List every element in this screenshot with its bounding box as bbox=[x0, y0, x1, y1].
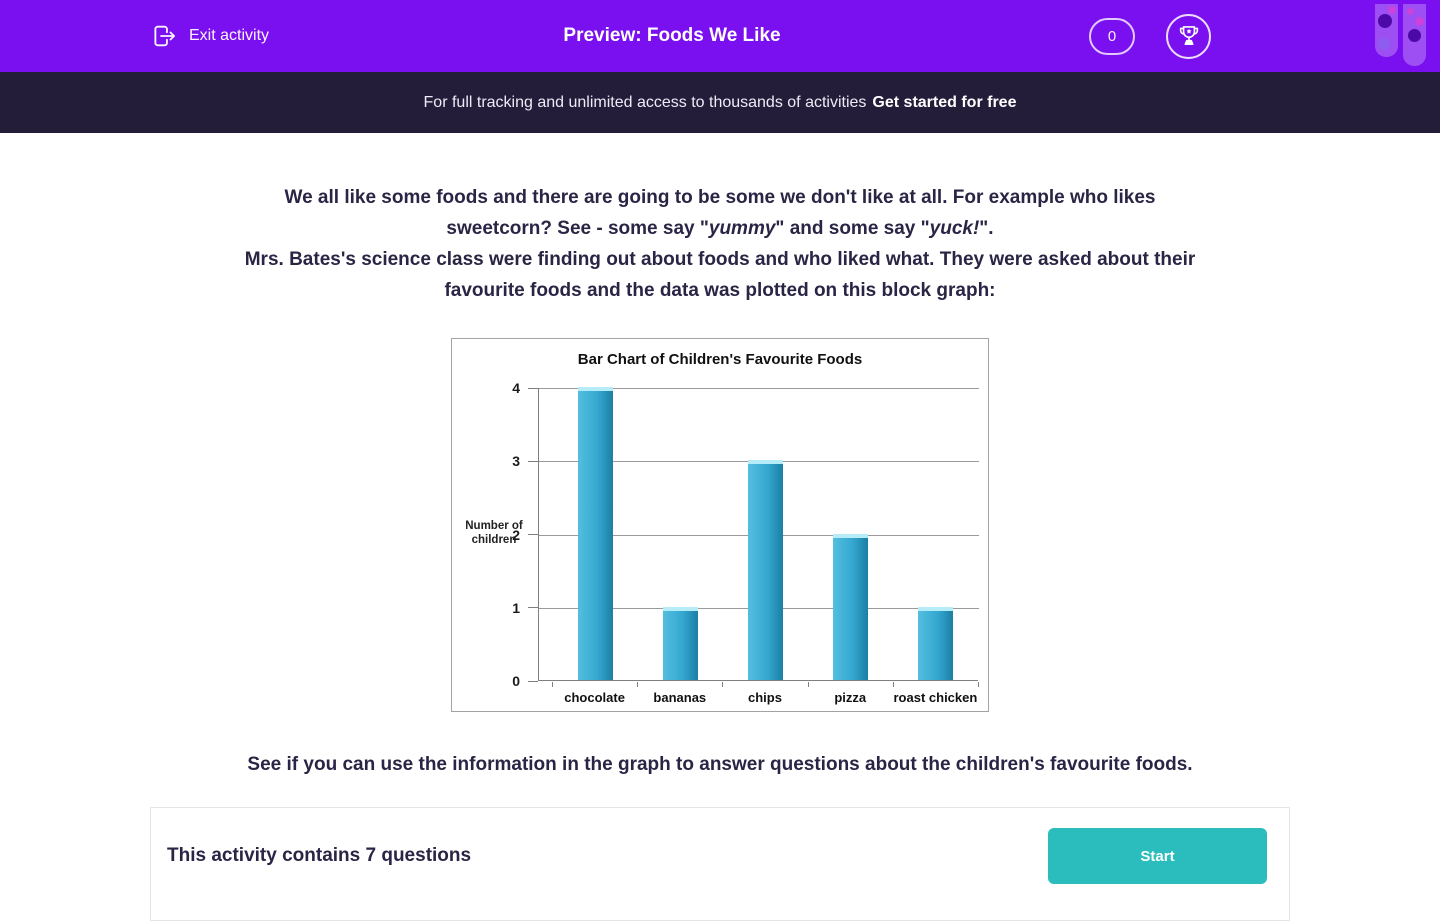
intro-line: favourite foods and the data was plotted… bbox=[444, 280, 996, 301]
bar-top-highlight bbox=[663, 606, 698, 611]
exit-activity-label: Exit activity bbox=[189, 27, 270, 44]
x-tick-mark bbox=[807, 682, 809, 687]
y-tick-mark bbox=[528, 387, 538, 389]
exit-activity-button[interactable]: Exit activity bbox=[150, 22, 269, 50]
chart-bars bbox=[539, 387, 978, 680]
y-tick-mark bbox=[528, 607, 538, 609]
x-tick-label: roast chicken bbox=[893, 690, 978, 705]
bar-chips bbox=[748, 460, 783, 680]
header-right-group: 0 bbox=[1089, 13, 1211, 59]
score-badge: 0 bbox=[1089, 17, 1135, 55]
x-tick-mark bbox=[637, 682, 639, 687]
y-tick-mark bbox=[528, 680, 538, 682]
start-button[interactable]: Start bbox=[1048, 828, 1267, 884]
bar-chart: Bar Chart of Children's Favourite Foods … bbox=[451, 338, 989, 712]
bar-bananas bbox=[663, 606, 698, 680]
bar-top-highlight bbox=[833, 533, 868, 538]
chart-y-axis-label: Number of children bbox=[465, 520, 523, 546]
bar-top-highlight bbox=[578, 387, 613, 391]
promo-banner-text: For full tracking and unlimited access t… bbox=[423, 93, 867, 111]
x-tick-label: chips bbox=[748, 690, 782, 705]
y-tick-mark bbox=[528, 460, 538, 462]
x-tick-label: bananas bbox=[653, 690, 707, 705]
x-tick-mark bbox=[722, 682, 724, 687]
y-tick-label: 1 bbox=[512, 599, 520, 616]
x-tick-mark bbox=[552, 682, 553, 687]
app-header: Exit activity Preview: Foods We Like 0 bbox=[0, 0, 1440, 72]
bar-slot bbox=[638, 388, 723, 680]
test-tube bbox=[1375, 4, 1398, 57]
y-tick-label: 3 bbox=[512, 453, 520, 470]
intro-line: sweetcorn? See - some say "yummy" and so… bbox=[446, 218, 994, 239]
x-tick-mark bbox=[892, 682, 894, 687]
bar-top-highlight bbox=[918, 606, 953, 611]
page-title: Preview: Foods We Like bbox=[563, 25, 781, 46]
get-started-link[interactable]: Get started for free bbox=[872, 93, 1017, 111]
activity-start-card: This activity contains 7 questions Start bbox=[150, 807, 1290, 921]
exit-icon bbox=[150, 22, 178, 50]
y-tick-label: 2 bbox=[512, 526, 520, 543]
intro-line: Mrs. Bates's science class were finding … bbox=[244, 249, 1196, 270]
x-tick-label: pizza bbox=[834, 690, 867, 705]
intro-text: We all like some foods and there are goi… bbox=[0, 182, 1440, 306]
bar-pizza bbox=[833, 533, 868, 680]
question-count-text: This activity contains 7 questions bbox=[167, 845, 472, 866]
test-tube bbox=[1403, 4, 1426, 66]
achievements-button[interactable] bbox=[1166, 13, 1211, 59]
y-tick-mark bbox=[528, 534, 538, 535]
y-tick-label: 4 bbox=[512, 380, 520, 396]
bar-roast-chicken bbox=[918, 606, 953, 680]
test-tubes-icon bbox=[1375, 4, 1426, 66]
bar-chocolate bbox=[578, 387, 613, 680]
bar-slot bbox=[808, 388, 893, 680]
bar-slot bbox=[723, 388, 808, 680]
promo-banner: For full tracking and unlimited access t… bbox=[0, 72, 1440, 133]
bar-slot bbox=[553, 387, 638, 680]
gridline bbox=[539, 388, 979, 389]
intro-line: We all like some foods and there are goi… bbox=[284, 187, 1156, 208]
bar-slot bbox=[893, 388, 978, 680]
chart-plot bbox=[538, 387, 979, 681]
x-tick-label: chocolate bbox=[564, 690, 625, 705]
chart-title: Bar Chart of Children's Favourite Foods bbox=[577, 351, 863, 368]
bar-top-highlight bbox=[748, 460, 783, 465]
y-tick-label: 0 bbox=[512, 673, 520, 689]
outro-text: See if you can use the information in th… bbox=[247, 754, 1193, 775]
x-tick-mark bbox=[978, 682, 979, 687]
chart-x-labels: chocolate bananas chips pizza roast chicken bbox=[538, 690, 978, 705]
trophy-icon bbox=[1176, 23, 1202, 49]
